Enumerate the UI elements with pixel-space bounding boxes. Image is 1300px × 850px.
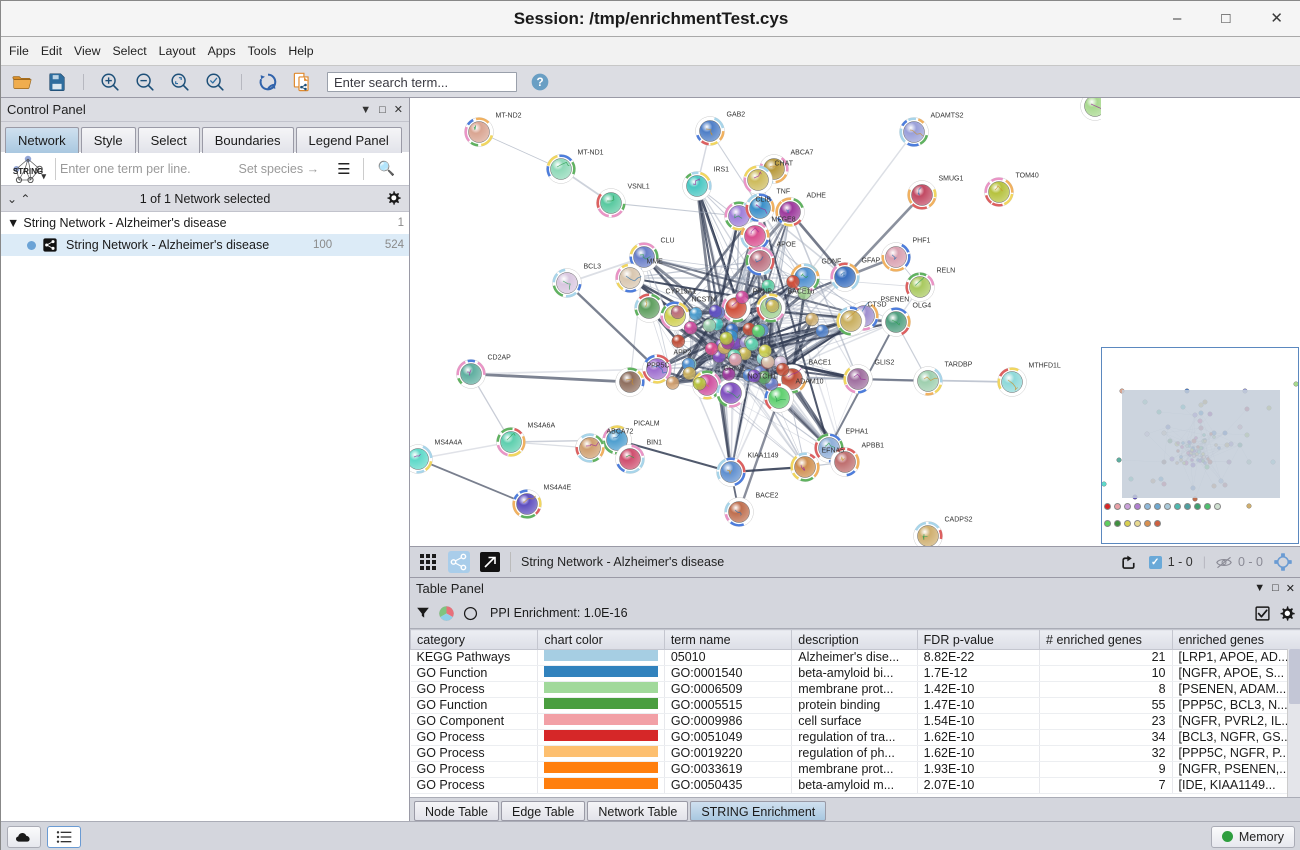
svg-text:BACE1: BACE1 xyxy=(809,360,832,367)
svg-text:ADAM10: ADAM10 xyxy=(796,379,824,386)
svg-text:ABCA7: ABCA7 xyxy=(791,150,814,157)
svg-text:VSNL1: VSNL1 xyxy=(628,184,650,191)
svg-text:PICALM: PICALM xyxy=(634,421,660,428)
svg-text:CTSD: CTSD xyxy=(868,302,887,309)
svg-text:PHF1: PHF1 xyxy=(913,238,931,245)
svg-text:MTHFD1L: MTHFD1L xyxy=(1029,363,1061,370)
svg-text:STRING: STRING xyxy=(13,167,43,176)
svg-text:MT-ND1: MT-ND1 xyxy=(578,150,604,157)
svg-text:TARDBP: TARDBP xyxy=(945,362,973,369)
svg-text:MME: MME xyxy=(647,259,664,266)
svg-text:SMUG1: SMUG1 xyxy=(939,176,964,183)
svg-text:IRS1: IRS1 xyxy=(714,167,730,174)
svg-text:?: ? xyxy=(536,76,543,89)
svg-text:ABCA72: ABCA72 xyxy=(607,429,634,436)
svg-text:RELN: RELN xyxy=(937,268,956,275)
svg-text:KIAA1149: KIAA1149 xyxy=(748,453,779,460)
svg-text:GDNF: GDNF xyxy=(822,259,842,266)
svg-text:CHAT: CHAT xyxy=(775,161,794,168)
svg-text:BACE1u: BACE1u xyxy=(788,289,815,296)
svg-text:CLIB: CLIB xyxy=(756,197,772,204)
svg-text:GAB2: GAB2 xyxy=(727,112,746,119)
svg-text:OLG4: OLG4 xyxy=(913,303,932,310)
svg-text:ADHE: ADHE xyxy=(807,193,827,200)
svg-text:MS4A4E: MS4A4E xyxy=(544,485,572,492)
svg-text:APBB1: APBB1 xyxy=(862,443,885,450)
svg-text:EPHA1: EPHA1 xyxy=(846,429,869,436)
svg-text:TOM40: TOM40 xyxy=(1016,173,1039,180)
svg-text:MS4A6A: MS4A6A xyxy=(528,423,556,430)
svg-text:BIN1: BIN1 xyxy=(647,440,663,447)
svg-text:PRNP: PRNP xyxy=(753,289,773,296)
svg-text:APP2: APP2 xyxy=(674,350,692,357)
svg-text:APOE: APOE xyxy=(777,242,797,249)
svg-text:TNF: TNF xyxy=(777,189,791,196)
svg-text:MFGE8: MFGE8 xyxy=(772,217,796,224)
svg-text:MS4A4A: MS4A4A xyxy=(435,440,463,447)
svg-text:CADPS2: CADPS2 xyxy=(945,517,973,524)
svg-text:GRIN1: GRIN1 xyxy=(724,366,746,373)
svg-text:PPP5C: PPP5C xyxy=(647,363,670,370)
svg-text:MT-ND2: MT-ND2 xyxy=(496,113,522,120)
svg-text:GFAP: GFAP xyxy=(862,258,881,265)
svg-text:ADAMTS2: ADAMTS2 xyxy=(931,113,964,120)
svg-text:CLU: CLU xyxy=(661,238,675,245)
svg-text:BACE2: BACE2 xyxy=(756,493,779,500)
svg-text:GLIS2: GLIS2 xyxy=(875,360,895,367)
svg-text:CYP19A1: CYP19A1 xyxy=(666,289,697,296)
svg-text:CD2AP: CD2AP xyxy=(488,355,512,362)
svg-text:EFNA5: EFNA5 xyxy=(822,448,845,455)
svg-text:NOTCH1: NOTCH1 xyxy=(748,374,777,381)
svg-text:BCL3: BCL3 xyxy=(584,264,602,271)
svg-text:NCSTN: NCSTN xyxy=(692,297,716,304)
